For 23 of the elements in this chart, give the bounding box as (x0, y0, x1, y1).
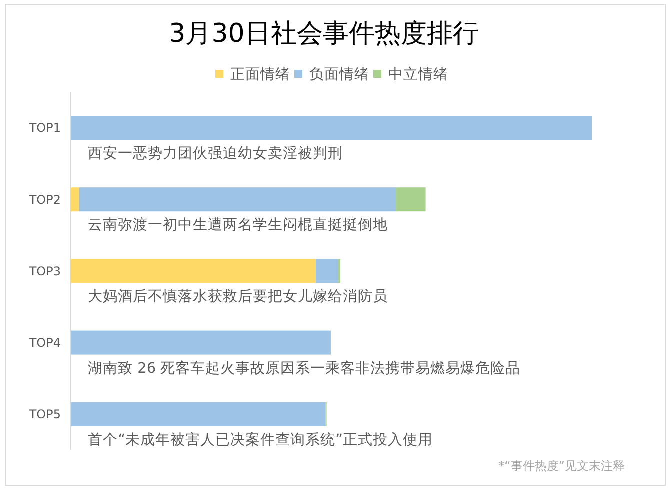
y-tick-label: TOP4 (28, 336, 61, 350)
bar (71, 188, 80, 212)
y-tick-label: TOP3 (28, 264, 61, 278)
bar (396, 188, 426, 212)
bar (71, 330, 331, 355)
y-tick-label: TOP5 (28, 408, 61, 422)
y-tick-label: TOP1 (28, 121, 61, 136)
annotation: 大妈酒后不慎落水获救后要把女儿嫁给消防员 (88, 288, 388, 306)
legend-label: 负面情绪 (310, 66, 370, 84)
bar (71, 259, 316, 284)
bar (316, 259, 338, 284)
y-tick-label: TOP2 (28, 192, 61, 207)
annotation: 湖南致 26 死客车起火事故原因系一乘客非法携带易燃易爆危险品 (88, 360, 521, 377)
annotation: 云南弥渡一初中生遭两名学生闷棍直挺挺倒地 (88, 216, 388, 234)
text: *“事件热度”见文末注释 (498, 459, 625, 473)
annotation: 西安一恶势力团伙强迫幼女卖淫被判刑 (88, 145, 343, 162)
legend-label: 正面情绪 (230, 66, 290, 84)
legend-label: 中立情绪 (388, 66, 448, 84)
bar (71, 116, 592, 140)
annotation: 首个“未成年被害人已决案件查询系统”正式投入使用 (88, 431, 434, 448)
bar (71, 402, 326, 426)
bar (79, 188, 396, 212)
chart-title: 3月30日社会事件热度排行 (169, 19, 479, 49)
